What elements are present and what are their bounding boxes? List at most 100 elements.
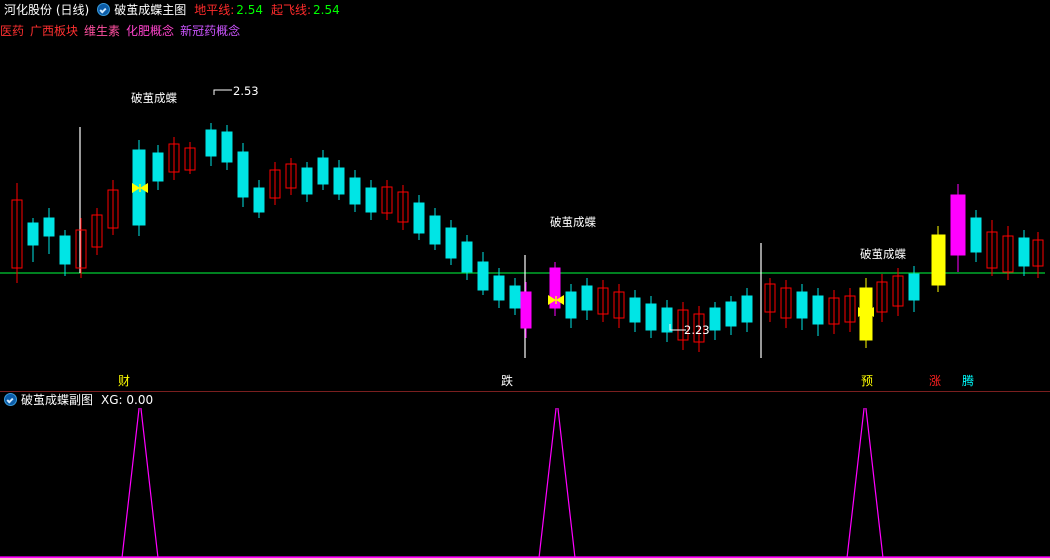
marker-yu[interactable]: 预	[861, 374, 874, 388]
candle	[349, 170, 361, 212]
main-candlestick-chart[interactable]: 破茧成蝶 破茧成蝶 破茧成蝶 2.53 2.23	[0, 40, 1050, 373]
candle	[11, 183, 23, 283]
horizon-indicator: 地平线: 2.54	[190, 0, 267, 19]
candle	[892, 268, 904, 316]
candle	[986, 220, 998, 276]
marker-cai[interactable]: 财	[118, 374, 131, 388]
candle	[764, 278, 776, 322]
candle	[333, 160, 345, 200]
concept-tag-3[interactable]: 化肥概念	[126, 23, 175, 38]
candle	[908, 266, 920, 312]
candle	[725, 296, 737, 335]
marker-die[interactable]: 跌	[501, 374, 514, 388]
marker-teng[interactable]: 腾	[962, 374, 975, 388]
candle	[741, 288, 753, 332]
high-price-label: 2.53	[233, 84, 259, 98]
candle	[221, 125, 233, 170]
xg-spike-3	[0, 408, 1050, 558]
xg-spike-2	[0, 408, 1050, 558]
butterfly-icon-1	[132, 183, 148, 193]
candle	[931, 226, 946, 292]
candle	[168, 137, 180, 180]
candle	[381, 180, 393, 220]
candle	[661, 300, 673, 342]
candle	[59, 230, 71, 276]
main-chart-tab[interactable]: 破茧成蝶主图	[93, 0, 190, 19]
stock-name-tab[interactable]: 河化股份 (日线)	[0, 0, 93, 19]
candle	[565, 284, 577, 328]
candle	[301, 162, 313, 202]
candle	[693, 306, 705, 352]
candle	[397, 185, 409, 230]
candle	[317, 150, 329, 190]
candle	[950, 184, 966, 272]
candle	[477, 252, 489, 295]
sub-panel-header: 破茧成蝶副图 XG: 0.00	[0, 392, 1050, 407]
candle	[107, 180, 119, 235]
candle	[629, 290, 641, 332]
candle	[581, 278, 593, 320]
candle	[365, 180, 377, 220]
candle	[549, 262, 561, 316]
candle	[75, 218, 87, 278]
candle	[43, 208, 55, 254]
butterfly-icon-3	[858, 307, 874, 317]
candle	[184, 142, 196, 174]
check-circle-icon	[97, 3, 111, 16]
concept-tag-1[interactable]: 广西板块	[30, 23, 79, 38]
candle	[413, 195, 425, 240]
takeoff-value: 2.54	[313, 2, 340, 17]
candle	[285, 158, 297, 195]
takeoff-indicator: 起飞线: 2.54	[267, 0, 344, 19]
xg-spike-1	[0, 408, 1050, 558]
concept-tag-0[interactable]: 医药	[0, 23, 25, 38]
candle	[520, 282, 532, 338]
candle	[205, 123, 217, 166]
candles-group	[11, 123, 1044, 352]
candle	[237, 143, 249, 207]
horizon-label: 地平线:	[194, 3, 235, 17]
concept-tag-2[interactable]: 维生素	[84, 23, 121, 38]
concept-tags-bar: 医药 广西板块 维生素 化肥概念 新冠药概念	[0, 22, 1050, 38]
candle	[970, 210, 982, 262]
horizon-value: 2.54	[236, 2, 263, 17]
panel-divider	[0, 391, 1050, 392]
candle	[253, 180, 265, 218]
sub-indicator-chart[interactable]	[0, 408, 1050, 558]
candle	[1018, 230, 1030, 276]
candle	[493, 268, 505, 308]
concept-tag-4[interactable]: 新冠药概念	[180, 23, 241, 38]
candle	[27, 218, 39, 262]
candle	[1002, 226, 1014, 280]
sub-indicator-svg	[0, 408, 1050, 558]
stock-name-label: 河化股份 (日线)	[4, 3, 90, 17]
takeoff-label: 起飞线:	[270, 3, 312, 17]
candle	[269, 162, 281, 205]
low-price-pointer	[669, 324, 686, 331]
candle	[828, 290, 840, 334]
candle	[1032, 232, 1044, 278]
bottom-marker-row: 财 跌 预 涨 腾	[0, 373, 1050, 391]
candle	[91, 208, 103, 255]
candlestick-svg	[0, 89, 1045, 358]
signal-label-2: 破茧成蝶	[550, 215, 596, 229]
main-chart-tab-label: 破茧成蝶主图	[114, 3, 187, 17]
title-bar: 河化股份 (日线) 破茧成蝶主图 地平线: 2.54 起飞线: 2.54	[0, 0, 1050, 19]
candle	[645, 296, 657, 338]
high-price-pointer	[213, 89, 232, 95]
candle	[152, 145, 164, 190]
check-circle-icon-sub[interactable]	[4, 393, 17, 406]
candle	[461, 235, 473, 280]
signal-label-1: 破茧成蝶	[131, 91, 177, 105]
marker-zhang[interactable]: 涨	[929, 374, 942, 388]
candle	[876, 274, 888, 322]
candle	[796, 284, 808, 330]
candle	[509, 278, 521, 315]
candle	[709, 302, 721, 340]
candle	[429, 208, 441, 250]
sub-panel-title: 破茧成蝶副图	[21, 393, 94, 407]
butterfly-icon-2	[548, 295, 564, 305]
candle	[445, 220, 457, 265]
candle	[597, 280, 609, 322]
